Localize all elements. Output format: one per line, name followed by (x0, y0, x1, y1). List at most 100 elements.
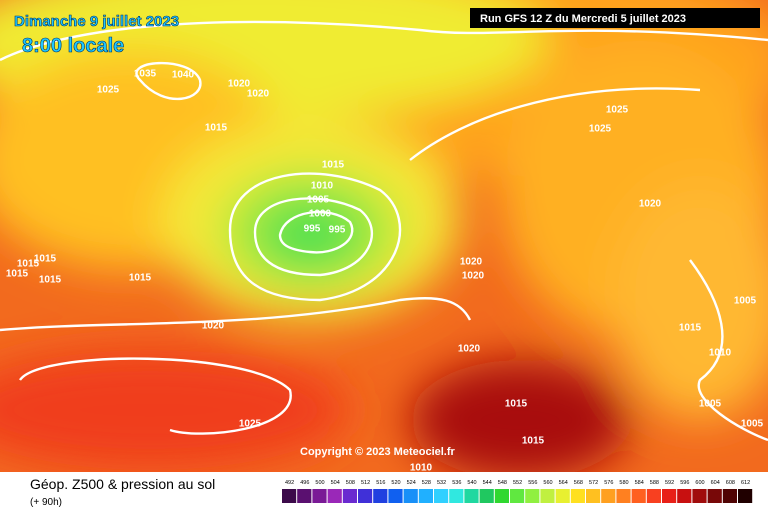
scale-swatch (479, 489, 494, 503)
isobar-label: 1015 (522, 436, 545, 447)
scale-label: 576 (604, 480, 613, 486)
run-box (470, 8, 760, 28)
isobar-label: 1025 (589, 124, 612, 135)
scale-swatch (722, 489, 737, 503)
isobar-label: 1020 (228, 79, 251, 90)
scale-swatch (297, 489, 312, 503)
time-title: 8:00 locale (22, 35, 124, 57)
scale-swatch (586, 489, 601, 503)
run-info: Run GFS 12 Z du Mercredi 5 juillet 2023 (480, 13, 686, 25)
scale-label: 544 (483, 480, 492, 486)
isobar-label: 1020 (458, 344, 481, 355)
isobar-label: 1010 (311, 181, 334, 192)
isobar-label: 1015 (505, 399, 528, 410)
scale-swatch (692, 489, 707, 503)
isobar-label: 1020 (462, 271, 485, 282)
isobar-label: 1010 (709, 348, 732, 359)
scale-swatch (403, 489, 418, 503)
scale-swatch (494, 489, 509, 503)
isobar (689, 259, 768, 442)
scale-swatch (540, 489, 555, 503)
scale-label: 564 (559, 480, 568, 486)
scale-label: 568 (574, 480, 583, 486)
scale-swatch (373, 489, 388, 503)
scale-swatch (464, 489, 479, 503)
isobar-label: 1040 (172, 70, 195, 81)
isobar (0, 20, 768, 62)
scale-swatch (418, 489, 433, 503)
isobar (278, 210, 354, 254)
scale-swatch (555, 489, 570, 503)
scale-swatch (616, 489, 631, 503)
isobar-lines (0, 20, 768, 442)
scale-swatch (738, 489, 753, 503)
scale-label: 524 (407, 480, 416, 486)
scale-label: 580 (619, 480, 628, 486)
scale-label: 540 (467, 480, 476, 486)
isobar (135, 61, 202, 101)
scale-swatch (342, 489, 357, 503)
scale-swatch (358, 489, 373, 503)
scale-label: 508 (346, 480, 355, 486)
isobar-label: 995 (329, 225, 346, 236)
scale-label: 528 (422, 480, 431, 486)
scale-swatch (525, 489, 540, 503)
scale-label: 516 (376, 480, 385, 486)
scale-label: 588 (650, 480, 659, 486)
scale-swatch (510, 489, 525, 503)
isobar-label: 1015 (6, 269, 29, 280)
scale-swatch (646, 489, 661, 503)
scale-swatch (282, 489, 297, 503)
scale-label: 560 (543, 480, 552, 486)
isobar-label: 1020 (460, 257, 483, 268)
scale-label: 612 (741, 480, 750, 486)
scale-label: 532 (437, 480, 446, 486)
scale-swatch (434, 489, 449, 503)
isobar-label: 1015 (39, 275, 62, 286)
isobar-label: 1020 (639, 199, 662, 210)
scale-swatch (707, 489, 722, 503)
isobar-label: 1020 (202, 321, 225, 332)
scale-label: 492 (285, 480, 294, 486)
scale-label: 548 (498, 480, 507, 486)
scale-label: 556 (528, 480, 537, 486)
isobar-label: 1010 (410, 463, 433, 474)
scale-label: 512 (361, 480, 370, 486)
scale-swatch (449, 489, 464, 503)
scale-swatch (662, 489, 677, 503)
isobar-labels: 1035 1040 1025 1020 1020 1015 1015 1010 … (6, 69, 764, 474)
isobar (19, 357, 292, 435)
scale-label: 608 (726, 480, 735, 486)
isobar-label: 1015 (34, 254, 57, 265)
scale-label: 596 (680, 480, 689, 486)
isobar (228, 172, 402, 302)
scale-swatch (312, 489, 327, 503)
scale-label: 536 (452, 480, 461, 486)
isobar-label: 1035 (134, 69, 157, 80)
scale-label: 500 (315, 480, 324, 486)
scale-label: 584 (635, 480, 644, 486)
scale-label: 496 (300, 480, 309, 486)
isobar-label: 1015 (17, 259, 40, 270)
isobar-label: 1005 (734, 296, 757, 307)
isobar-label: 1015 (322, 160, 345, 171)
scale-label: 600 (695, 480, 704, 486)
scale-swatch (388, 489, 403, 503)
isobar-label: 1025 (97, 85, 120, 96)
scale-label: 572 (589, 480, 598, 486)
isobar (409, 87, 701, 161)
isobar-label: 1025 (239, 419, 262, 430)
scale-swatch (677, 489, 692, 503)
isobar-label: 1015 (129, 273, 152, 284)
isobar (253, 197, 374, 277)
isobar-label: 1005 (307, 195, 330, 206)
scale-label: 604 (711, 480, 720, 486)
scale-swatch (601, 489, 616, 503)
isobar-label: 1015 (205, 123, 228, 134)
legend-title: Géop. Z500 & pression au sol (30, 476, 215, 492)
legend-subtitle: (+ 90h) (30, 497, 62, 508)
scale-label: 552 (513, 480, 522, 486)
scale-label: 592 (665, 480, 674, 486)
